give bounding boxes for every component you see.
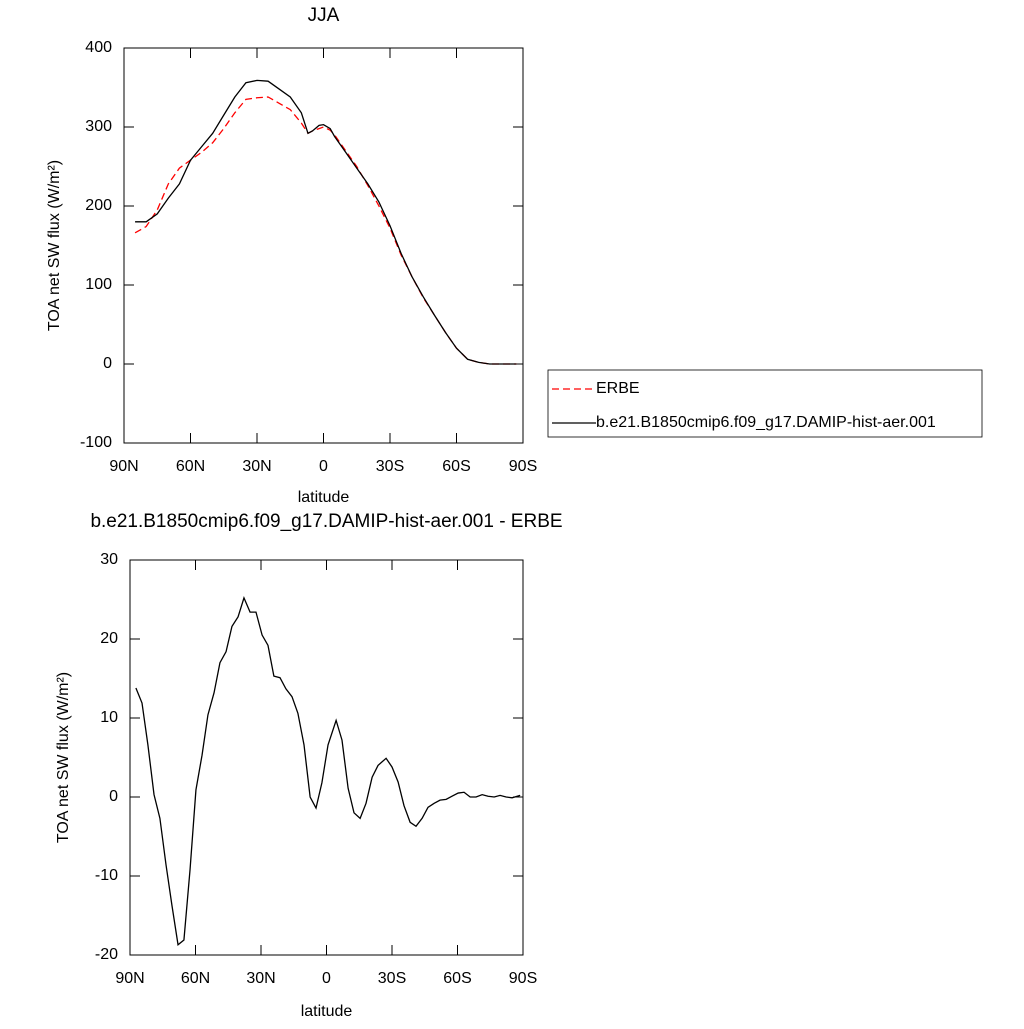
x-tick-label: 0 xyxy=(322,970,331,987)
y-tick-label: -100 xyxy=(80,434,112,451)
legend-label: b.e21.B1850cmip6.f09_g17.DAMIP-hist-aer.… xyxy=(596,414,936,431)
legend-box xyxy=(547,369,983,438)
y-tick-label: -10 xyxy=(95,867,118,884)
x-tick-label: 30S xyxy=(378,970,406,987)
y-tick-label: 30 xyxy=(100,551,118,568)
x-tick-label: 90S xyxy=(509,970,537,987)
x-tick-label: 90N xyxy=(109,458,138,475)
x-tick-label: 60N xyxy=(176,458,205,475)
y-tick-label: 100 xyxy=(85,276,112,293)
x-tick-label: 90N xyxy=(115,970,144,987)
y-tick-label: 300 xyxy=(85,118,112,135)
x-tick-label: 30N xyxy=(242,458,271,475)
y-tick-label: 10 xyxy=(100,709,118,726)
y-tick-label: 400 xyxy=(85,39,112,56)
x-axis-label: latitude xyxy=(301,1003,353,1020)
x-tick-label: 60S xyxy=(443,970,471,987)
x-tick-label: 30N xyxy=(246,970,275,987)
chart-title: JJA xyxy=(308,5,340,26)
y-tick-label: -20 xyxy=(95,946,118,963)
data-line xyxy=(134,96,517,365)
legend-label: ERBE xyxy=(596,380,640,397)
plot-frame xyxy=(129,559,524,956)
y-tick-label: 0 xyxy=(109,788,118,805)
y-axis-label: TOA net SW flux (W/m²) xyxy=(55,672,72,843)
chart-title: b.e21.B1850cmip6.f09_g17.DAMIP-hist-aer.… xyxy=(90,511,562,532)
y-tick-label: 0 xyxy=(103,355,112,372)
x-tick-label: 90S xyxy=(509,458,537,475)
plot-frame xyxy=(123,47,524,444)
x-tick-label: 60N xyxy=(181,970,210,987)
data-line xyxy=(135,79,517,365)
x-tick-label: 60S xyxy=(442,458,470,475)
x-axis-label: latitude xyxy=(298,489,350,506)
data-line xyxy=(135,596,521,946)
x-tick-label: 0 xyxy=(319,458,328,475)
y-tick-label: 200 xyxy=(85,197,112,214)
x-tick-label: 30S xyxy=(376,458,404,475)
y-axis-label: TOA net SW flux (W/m²) xyxy=(46,160,63,331)
y-tick-label: 20 xyxy=(100,630,118,647)
